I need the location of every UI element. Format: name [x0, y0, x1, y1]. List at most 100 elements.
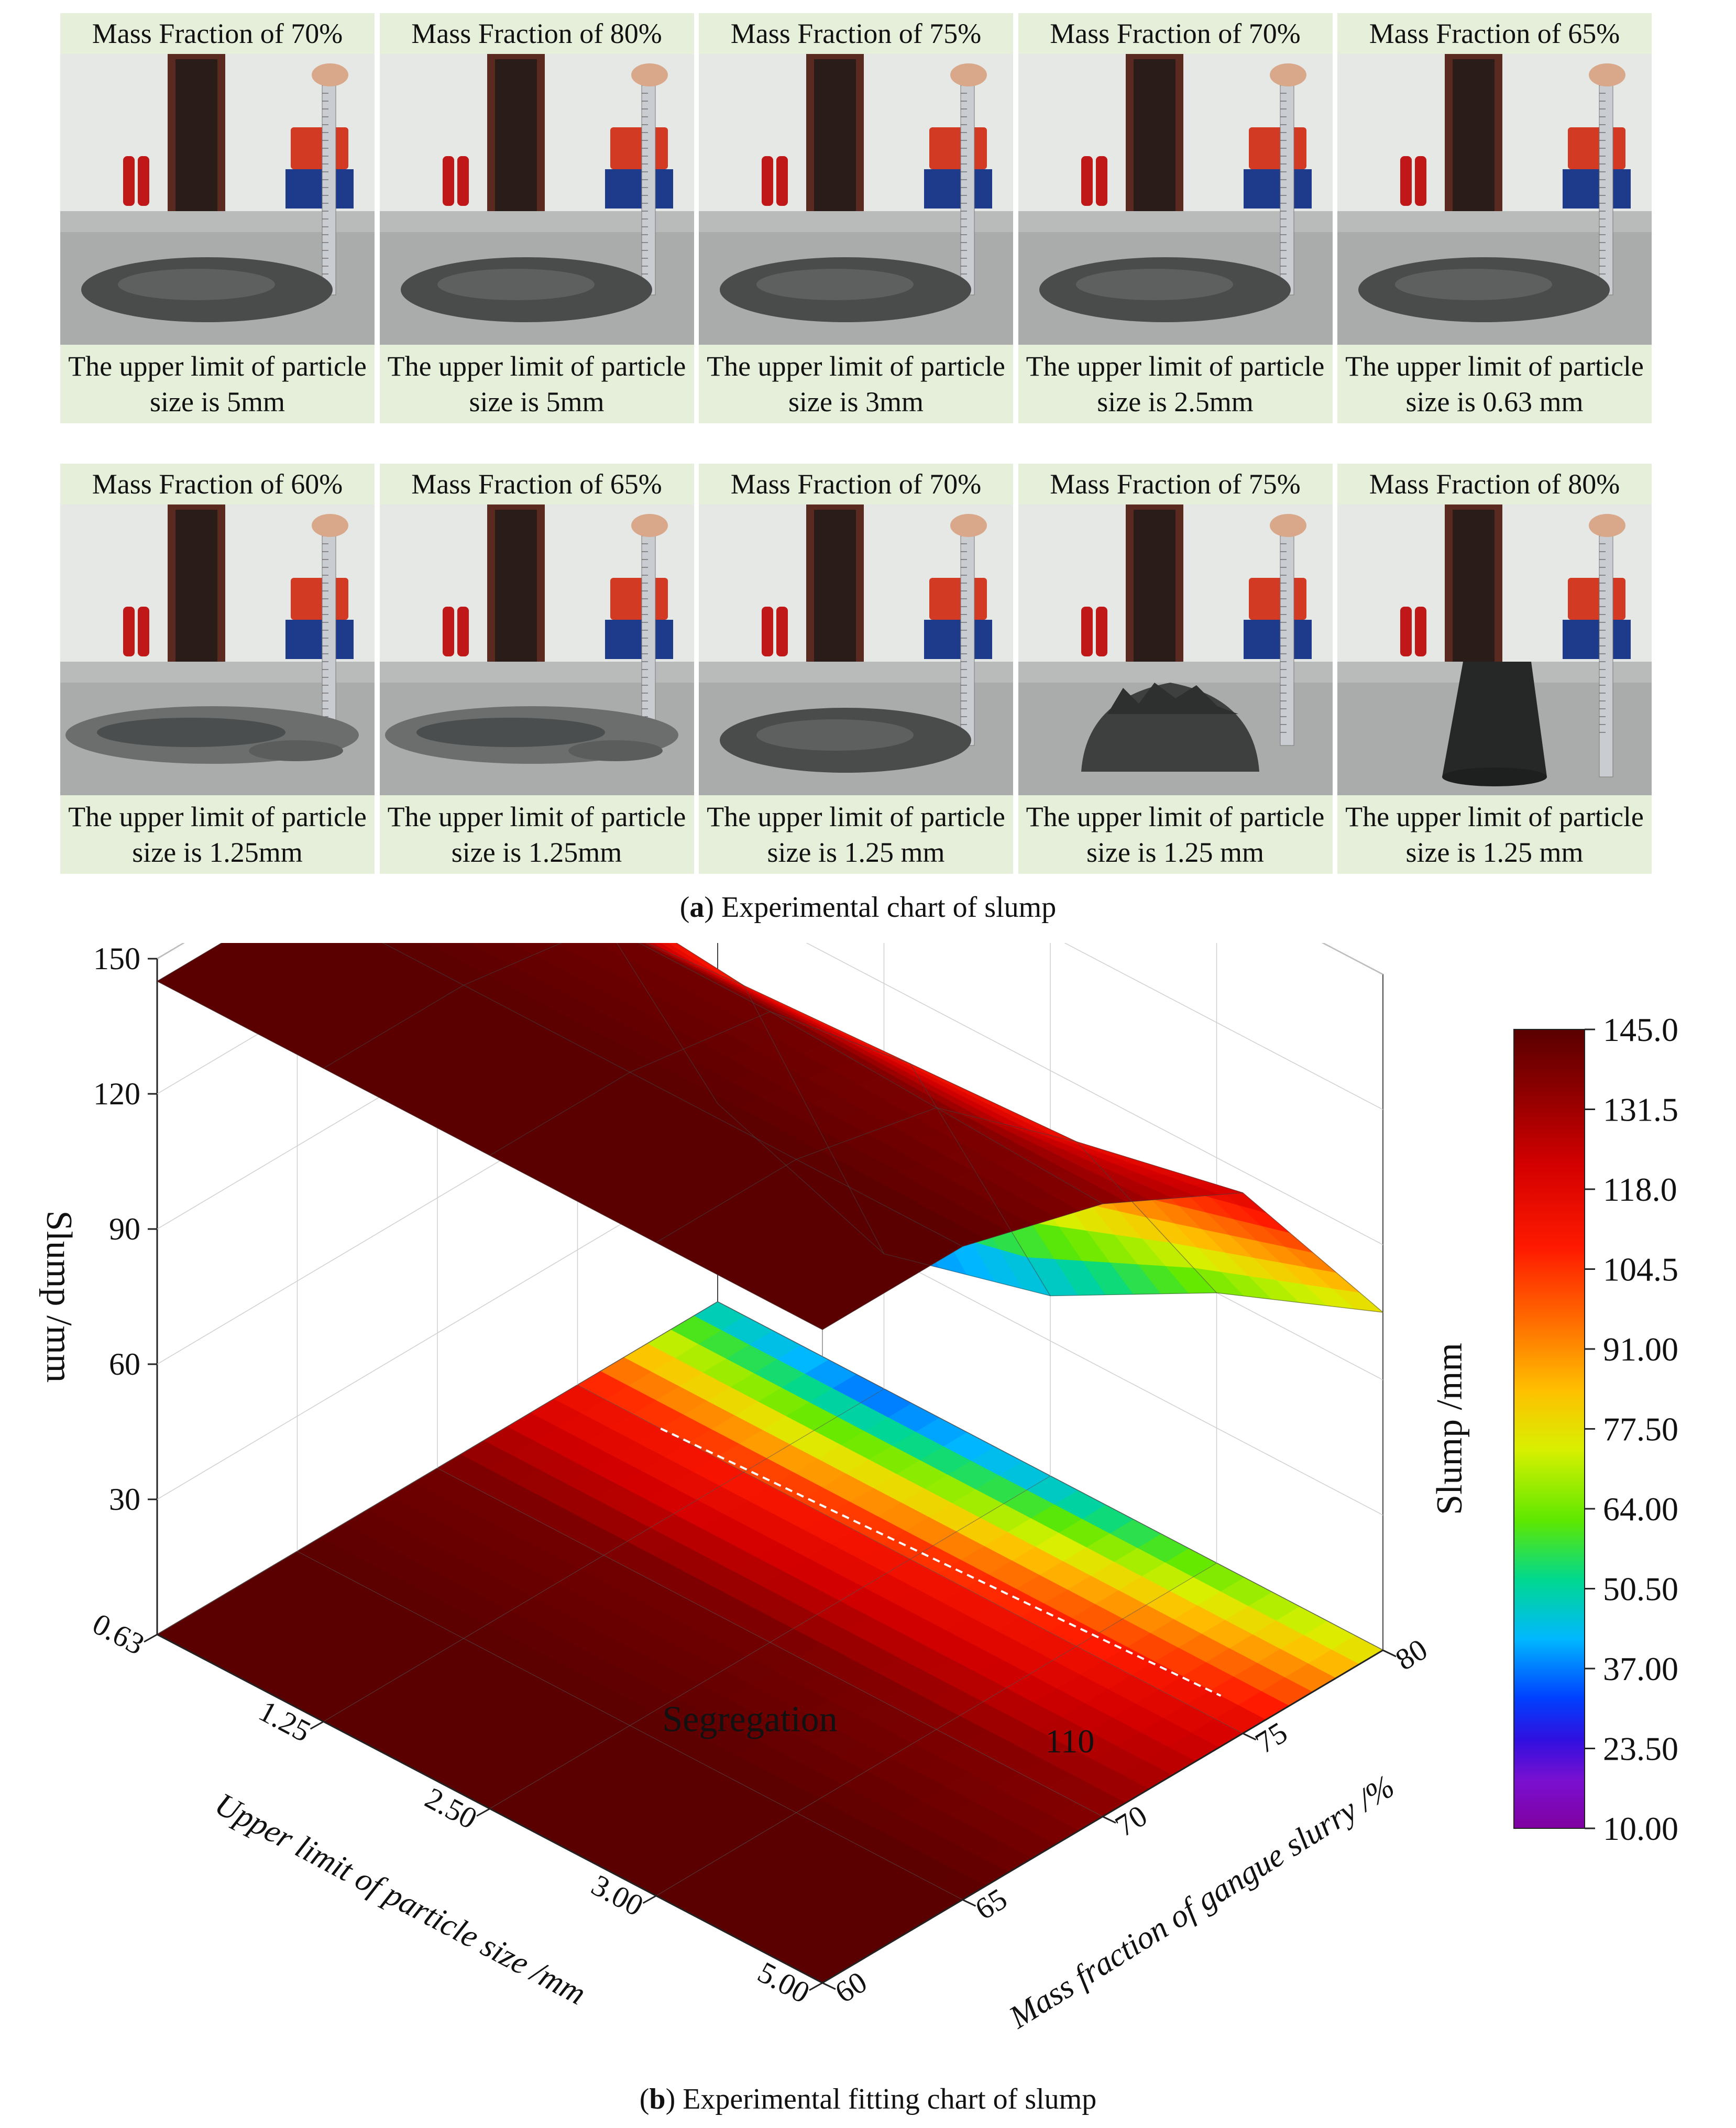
- y-tick: [1382, 1649, 1397, 1658]
- mesh-line: [323, 943, 885, 1254]
- colorbar-tick-label: 23.50: [1603, 1730, 1678, 1768]
- slump-photo: [1018, 54, 1333, 345]
- slump-photo: [379, 54, 694, 345]
- mesh-line: [822, 1192, 1383, 1330]
- mesh-line: [656, 1563, 1217, 1896]
- panel-footer: The upper limit of particle size is 3mm: [699, 345, 1013, 423]
- contour-line-110: [660, 1428, 1222, 1697]
- y-tick: [962, 1899, 976, 1907]
- panel-footer: The upper limit of particle size is 1.25…: [379, 795, 694, 874]
- x-tick: [310, 1720, 324, 1730]
- x-axis-line: [157, 1633, 823, 1984]
- panel-header: Mass Fraction of 60%: [60, 464, 375, 504]
- y-tick: [1102, 1816, 1116, 1824]
- slump-photo: [1337, 504, 1652, 795]
- x-tick: [642, 1895, 657, 1904]
- segregation-label: Segregation: [662, 1699, 837, 1739]
- photo-panel: Mass Fraction of 75% The upper limit of p…: [699, 13, 1013, 423]
- z-tick-label: 30: [109, 1482, 140, 1517]
- mesh-line: [717, 1103, 1383, 1313]
- photo-row-2: Mass Fraction of 60% The upper limit of p…: [60, 464, 1652, 883]
- photo-panel: Mass Fraction of 60% The upper limit of p…: [60, 464, 375, 874]
- colorbar-tick-label: 118.0: [1603, 1171, 1677, 1208]
- colorbar-tick-label: 10.00: [1603, 1810, 1678, 1847]
- mesh-line: [676, 943, 1243, 1193]
- mesh-line: [638, 943, 1103, 1204]
- z-tick-label: 150: [93, 943, 140, 976]
- panel-footer: The upper limit of particle size is 5mm: [60, 345, 375, 423]
- x-tick: [144, 1633, 158, 1643]
- mesh-line: [577, 1385, 1243, 1734]
- panel-header: Mass Fraction of 80%: [379, 13, 694, 54]
- colorbar-title: Slump /mm: [1430, 1343, 1470, 1515]
- slump-photo: [60, 504, 375, 795]
- z-axis-title: Slump /mm: [39, 1211, 79, 1383]
- panel-b-caption: (b) Experimental fitting chart of slump: [639, 2083, 1097, 2115]
- gridline: [157, 943, 412, 1094]
- photo-panel: Mass Fraction of 80% The upper limit of p…: [1337, 464, 1652, 874]
- photo-panel: Mass Fraction of 65% The upper limit of p…: [1337, 13, 1652, 423]
- panel-footer: The upper limit of particle size is 2.5m…: [1018, 345, 1333, 423]
- contour-label: 110: [1046, 1723, 1095, 1760]
- colorbar-tick-label: 77.50: [1603, 1411, 1678, 1448]
- mesh-line: [656, 1107, 1217, 1293]
- colorbar: 145.0 131.5 118.0 104.5 91.00 77.50 64.00 50.50…: [1430, 1011, 1678, 1847]
- photo-row-1: Mass Fraction of 70% The upper limit of p…: [60, 13, 1652, 432]
- panel-a-letter: a: [689, 891, 705, 924]
- colorbar-tick-label: 37.00: [1603, 1650, 1678, 1687]
- panel-b-caption-text: Experimental fitting chart of slump: [683, 2083, 1097, 2115]
- panel-footer: The upper limit of particle size is 1.25…: [60, 795, 375, 874]
- panel-a-caption-text: Experimental chart of slump: [721, 891, 1057, 924]
- y-axis-line: [822, 1649, 1383, 1984]
- photo-panel: Mass Fraction of 70% The upper limit of p…: [699, 464, 1013, 874]
- photo-panel: Mass Fraction of 75% The upper limit of p…: [1018, 464, 1333, 874]
- slump-photo: [1337, 54, 1652, 345]
- panel-header: Mass Fraction of 65%: [1337, 13, 1652, 54]
- slump-photo: [379, 504, 694, 795]
- colorbar-tick-label: 64.00: [1603, 1490, 1678, 1528]
- colorbar-gradient: [1513, 1029, 1585, 1829]
- slump-photo: [699, 504, 1013, 795]
- colorbar-tick-label: 91.00: [1603, 1331, 1678, 1368]
- x-tick: [476, 1808, 490, 1817]
- y-tick: [1242, 1732, 1257, 1741]
- photo-panel: Mass Fraction of 80% The upper limit of p…: [379, 13, 694, 423]
- panel-a-caption: (a) Experimental chart of slump: [679, 891, 1057, 924]
- surface-cell: [425, 943, 440, 947]
- photo-panel: Mass Fraction of 65% The upper limit of p…: [379, 464, 694, 874]
- colorbar-tick-label: 145.0: [1603, 1011, 1678, 1048]
- panel-header: Mass Fraction of 80%: [1337, 464, 1652, 504]
- panel-footer: The upper limit of particle size is 1.25…: [1018, 795, 1333, 874]
- colorbar-tick-label: 50.50: [1603, 1571, 1678, 1608]
- colorbar-tick-label: 131.5: [1603, 1091, 1678, 1128]
- panel-footer: The upper limit of particle size is 5mm: [379, 345, 694, 423]
- mesh-line: [717, 1301, 1383, 1651]
- panel-footer: The upper limit of particle size is 1.25…: [1337, 795, 1652, 874]
- x-tick: [809, 1982, 823, 1991]
- gridline: [1064, 943, 1383, 1110]
- panel-header: Mass Fraction of 65%: [379, 464, 694, 504]
- mesh-line: [437, 1467, 1103, 1817]
- slump-photo: [1018, 504, 1333, 795]
- z-tick-label: 90: [109, 1212, 140, 1246]
- slump-surface: 110 Segregation: [157, 943, 1384, 1760]
- z-tick-label: 60: [109, 1347, 140, 1381]
- panel-header: Mass Fraction of 70%: [1018, 13, 1333, 54]
- photo-panel: Mass Fraction of 70% The upper limit of p…: [60, 13, 375, 423]
- y-tick: [822, 1982, 836, 1990]
- slump-photo: [60, 54, 375, 345]
- z-tick-label: 120: [93, 1077, 140, 1111]
- panel-header: Mass Fraction of 70%: [60, 13, 375, 54]
- panel-header: Mass Fraction of 75%: [1018, 464, 1333, 504]
- panel-header: Mass Fraction of 75%: [699, 13, 1013, 54]
- mesh-line: [157, 943, 718, 1104]
- colorbar-tick-label: 104.5: [1603, 1251, 1678, 1288]
- panel-header: Mass Fraction of 70%: [699, 464, 1013, 504]
- x-tick-label: 0.63: [87, 1606, 150, 1661]
- photo-panel: Mass Fraction of 70% The upper limit of p…: [1018, 13, 1333, 423]
- y-tick-label: 80: [1389, 1632, 1433, 1677]
- panel-footer: The upper limit of particle size is 1.25…: [699, 795, 1013, 874]
- panel-footer: The upper limit of particle size is 0.63…: [1337, 345, 1652, 423]
- slump-photo: [699, 54, 1013, 345]
